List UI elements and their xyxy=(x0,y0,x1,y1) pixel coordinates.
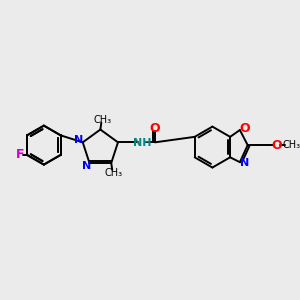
Text: O: O xyxy=(150,122,160,135)
Text: O: O xyxy=(239,122,250,135)
Text: CH₃: CH₃ xyxy=(104,168,122,178)
Text: F: F xyxy=(16,148,24,161)
Text: CH₃: CH₃ xyxy=(93,115,111,125)
Text: O: O xyxy=(272,139,282,152)
Text: NH: NH xyxy=(133,138,152,148)
Text: CH₃: CH₃ xyxy=(283,140,300,150)
Text: N: N xyxy=(82,161,91,171)
Text: N: N xyxy=(74,135,83,146)
Text: N: N xyxy=(240,158,249,168)
